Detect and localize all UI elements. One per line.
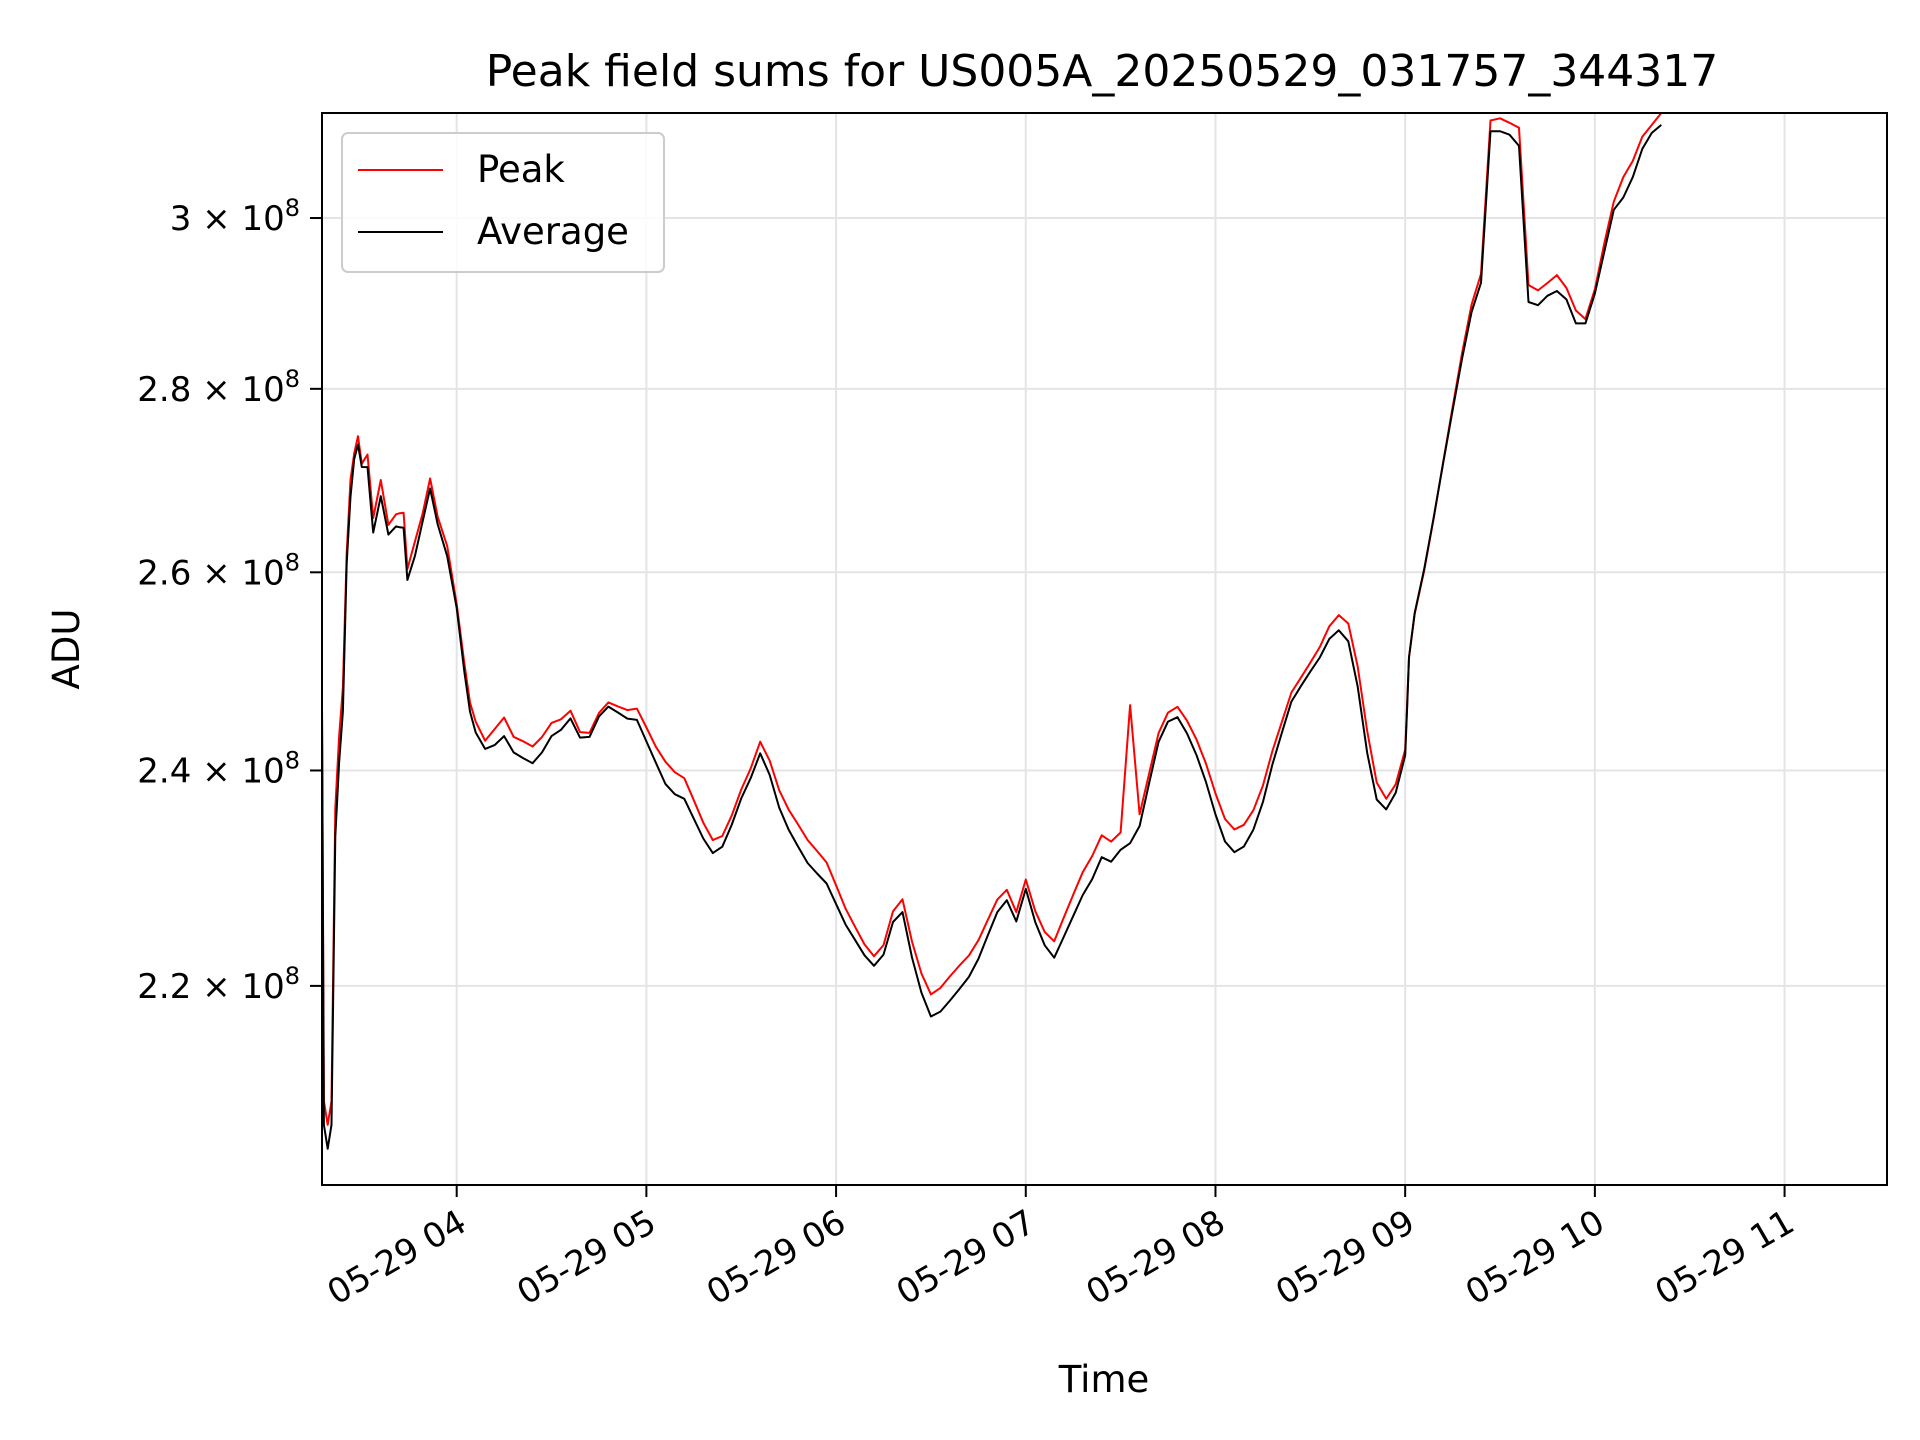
series-layer (321, 112, 1663, 1150)
x-tick-label: 05-29 07 (890, 1202, 1042, 1313)
legend-average-label: Average (477, 210, 629, 253)
x-axis-label: Time (1058, 1358, 1150, 1401)
grid-lines (322, 113, 1887, 1185)
x-tick-label: 05-29 09 (1269, 1202, 1421, 1313)
legend-box (341, 132, 665, 273)
y-tick-label: 2.2 × 108 (137, 962, 300, 1007)
y-tick-label: 2.6 × 108 (137, 548, 300, 593)
x-tick-label: 05-29 08 (1080, 1202, 1232, 1313)
y-tick-label: 2.8 × 108 (137, 365, 300, 410)
y-tick-label: 3 × 108 (170, 194, 300, 239)
y-axis: 2.2 × 108 2.4 × 108 2.6 × 108 2.8 × 108 3 × … (137, 194, 322, 1007)
y-tick-label: 2.4 × 108 (137, 746, 300, 791)
chart-title: Peak field sums for US005A_20250529_0317… (486, 46, 1719, 97)
x-tick-label: 05-29 04 (321, 1202, 473, 1313)
x-tick-label: 05-29 06 (700, 1202, 852, 1313)
series-line-average (321, 124, 1662, 1150)
x-tick-label: 05-29 05 (510, 1202, 662, 1313)
x-tick-label: 05-29 10 (1459, 1202, 1611, 1313)
plot-frame (321, 112, 1888, 1186)
legend-peak-label: Peak (477, 148, 565, 191)
x-axis: 05-29 04 05-29 05 05-29 06 05-29 07 05-29 08… (321, 1185, 1801, 1313)
y-axis-label: ADU (45, 609, 88, 690)
legend: Peak Average (341, 132, 665, 273)
x-tick-label: 05-29 11 (1649, 1202, 1801, 1313)
